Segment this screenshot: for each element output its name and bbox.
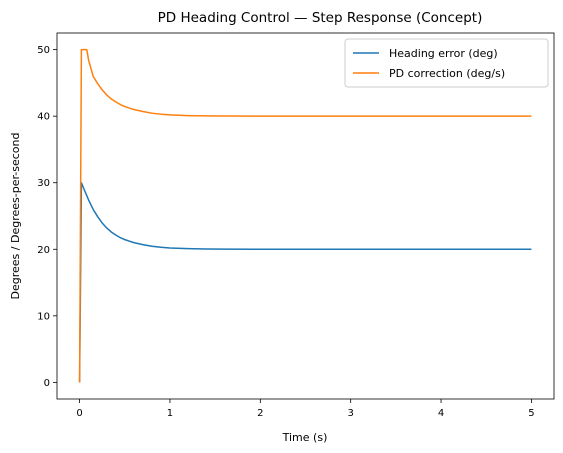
y-tick-label: 50 bbox=[37, 45, 50, 56]
y-tick-label: 40 bbox=[37, 112, 50, 123]
legend-box bbox=[344, 38, 549, 88]
x-tick-label: 2 bbox=[257, 408, 263, 419]
series-line-2 bbox=[78, 48, 532, 383]
x-axis-label: Time (s) bbox=[282, 431, 328, 444]
series-line-1 bbox=[78, 181, 532, 383]
x-tick-label: 5 bbox=[528, 408, 534, 419]
x-tick-label: 4 bbox=[438, 408, 444, 419]
y-tick-label: 30 bbox=[37, 178, 50, 189]
y-tick-label: 10 bbox=[37, 311, 50, 322]
x-tick-label: 0 bbox=[76, 408, 82, 419]
y-tick-label: 20 bbox=[37, 245, 50, 256]
legend-label-1: Heading error (deg) bbox=[389, 47, 498, 60]
y-tick-label: 0 bbox=[44, 378, 50, 389]
plot-frame bbox=[56, 32, 555, 400]
legend-label-2: PD correction (deg/s) bbox=[389, 67, 505, 80]
legend: Heading error (deg) PD correction (deg/s) bbox=[344, 38, 549, 88]
y-axis-label: Degrees / Degrees-per-second bbox=[9, 133, 22, 300]
x-tick-label: 1 bbox=[167, 408, 173, 419]
chart-title: PD Heading Control — Step Response (Conc… bbox=[158, 10, 483, 26]
series-group bbox=[78, 48, 532, 383]
x-tick-label: 3 bbox=[347, 408, 353, 419]
